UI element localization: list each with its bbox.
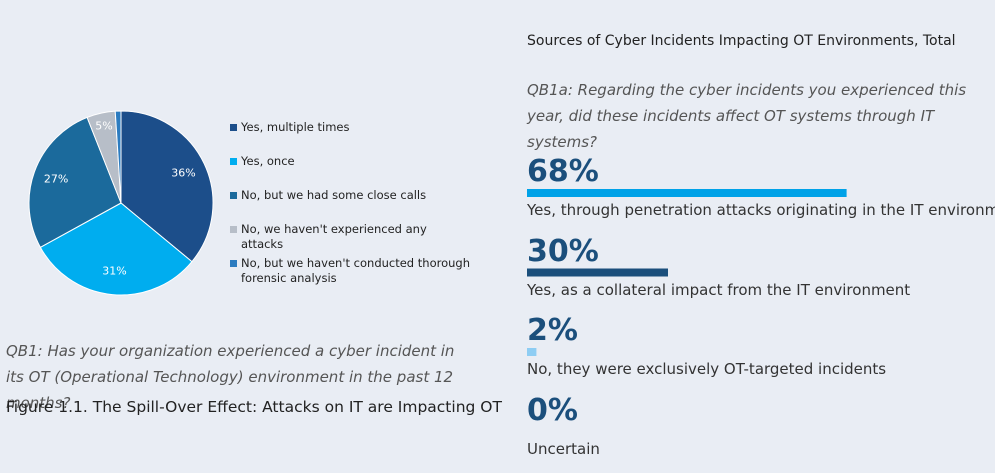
bar-question: QB1a: Regarding the cyber incidents you … <box>527 81 967 151</box>
bar-title: Sources of Cyber Incidents Impacting OT … <box>527 33 956 49</box>
legend-swatch <box>230 226 237 233</box>
legend-swatch <box>230 260 237 267</box>
pie-slice <box>120 110 214 263</box>
value-label: 30% <box>527 233 599 269</box>
pie-slice <box>28 116 122 249</box>
category-label: Yes, as a collateral impact from the IT … <box>527 280 911 299</box>
category-label: Uncertain <box>527 439 600 458</box>
legend-label: Yes, once <box>241 154 295 168</box>
legend-entry: No, but we had some close calls <box>230 188 471 203</box>
legend-entry: Yes, once <box>230 154 471 169</box>
pie-slice <box>114 110 122 204</box>
legend-swatch <box>230 158 237 165</box>
legend-label: Yes, multiple times <box>241 120 350 134</box>
pie-label: 5% <box>95 120 112 133</box>
pie-label: 31% <box>102 265 126 278</box>
legend-entry: No, we haven't experienced any attacks <box>230 222 471 252</box>
legend-label: No, but we haven't conducted thorough fo… <box>241 256 470 285</box>
category-label: Yes, through penetration attacks origina… <box>527 201 995 219</box>
figure-caption: Figure 1.1. The Spill-Over Effect: Attac… <box>6 398 502 416</box>
bar <box>527 189 847 197</box>
legend-entry: No, but we haven't conducted thorough fo… <box>230 256 471 286</box>
legend-swatch <box>230 124 237 131</box>
value-label: 68% <box>527 154 599 189</box>
category-label: No, they were exclusively OT-targeted in… <box>527 360 887 378</box>
bar <box>527 348 537 356</box>
legend-label: No, but we had some close calls <box>241 188 427 202</box>
legend-swatch <box>230 192 237 199</box>
pie-label: 36% <box>171 167 195 180</box>
legend-label: No, we haven't experienced any attacks <box>241 222 427 251</box>
legend-entry: Yes, multiple times <box>230 120 471 135</box>
pie-label: 27% <box>44 173 68 186</box>
value-label: 0% <box>527 392 578 428</box>
pie-slice <box>39 202 193 296</box>
pie-question: QB1: Has your organization experienced a… <box>6 342 455 412</box>
bar <box>527 268 668 277</box>
value-label: 2% <box>527 313 578 348</box>
